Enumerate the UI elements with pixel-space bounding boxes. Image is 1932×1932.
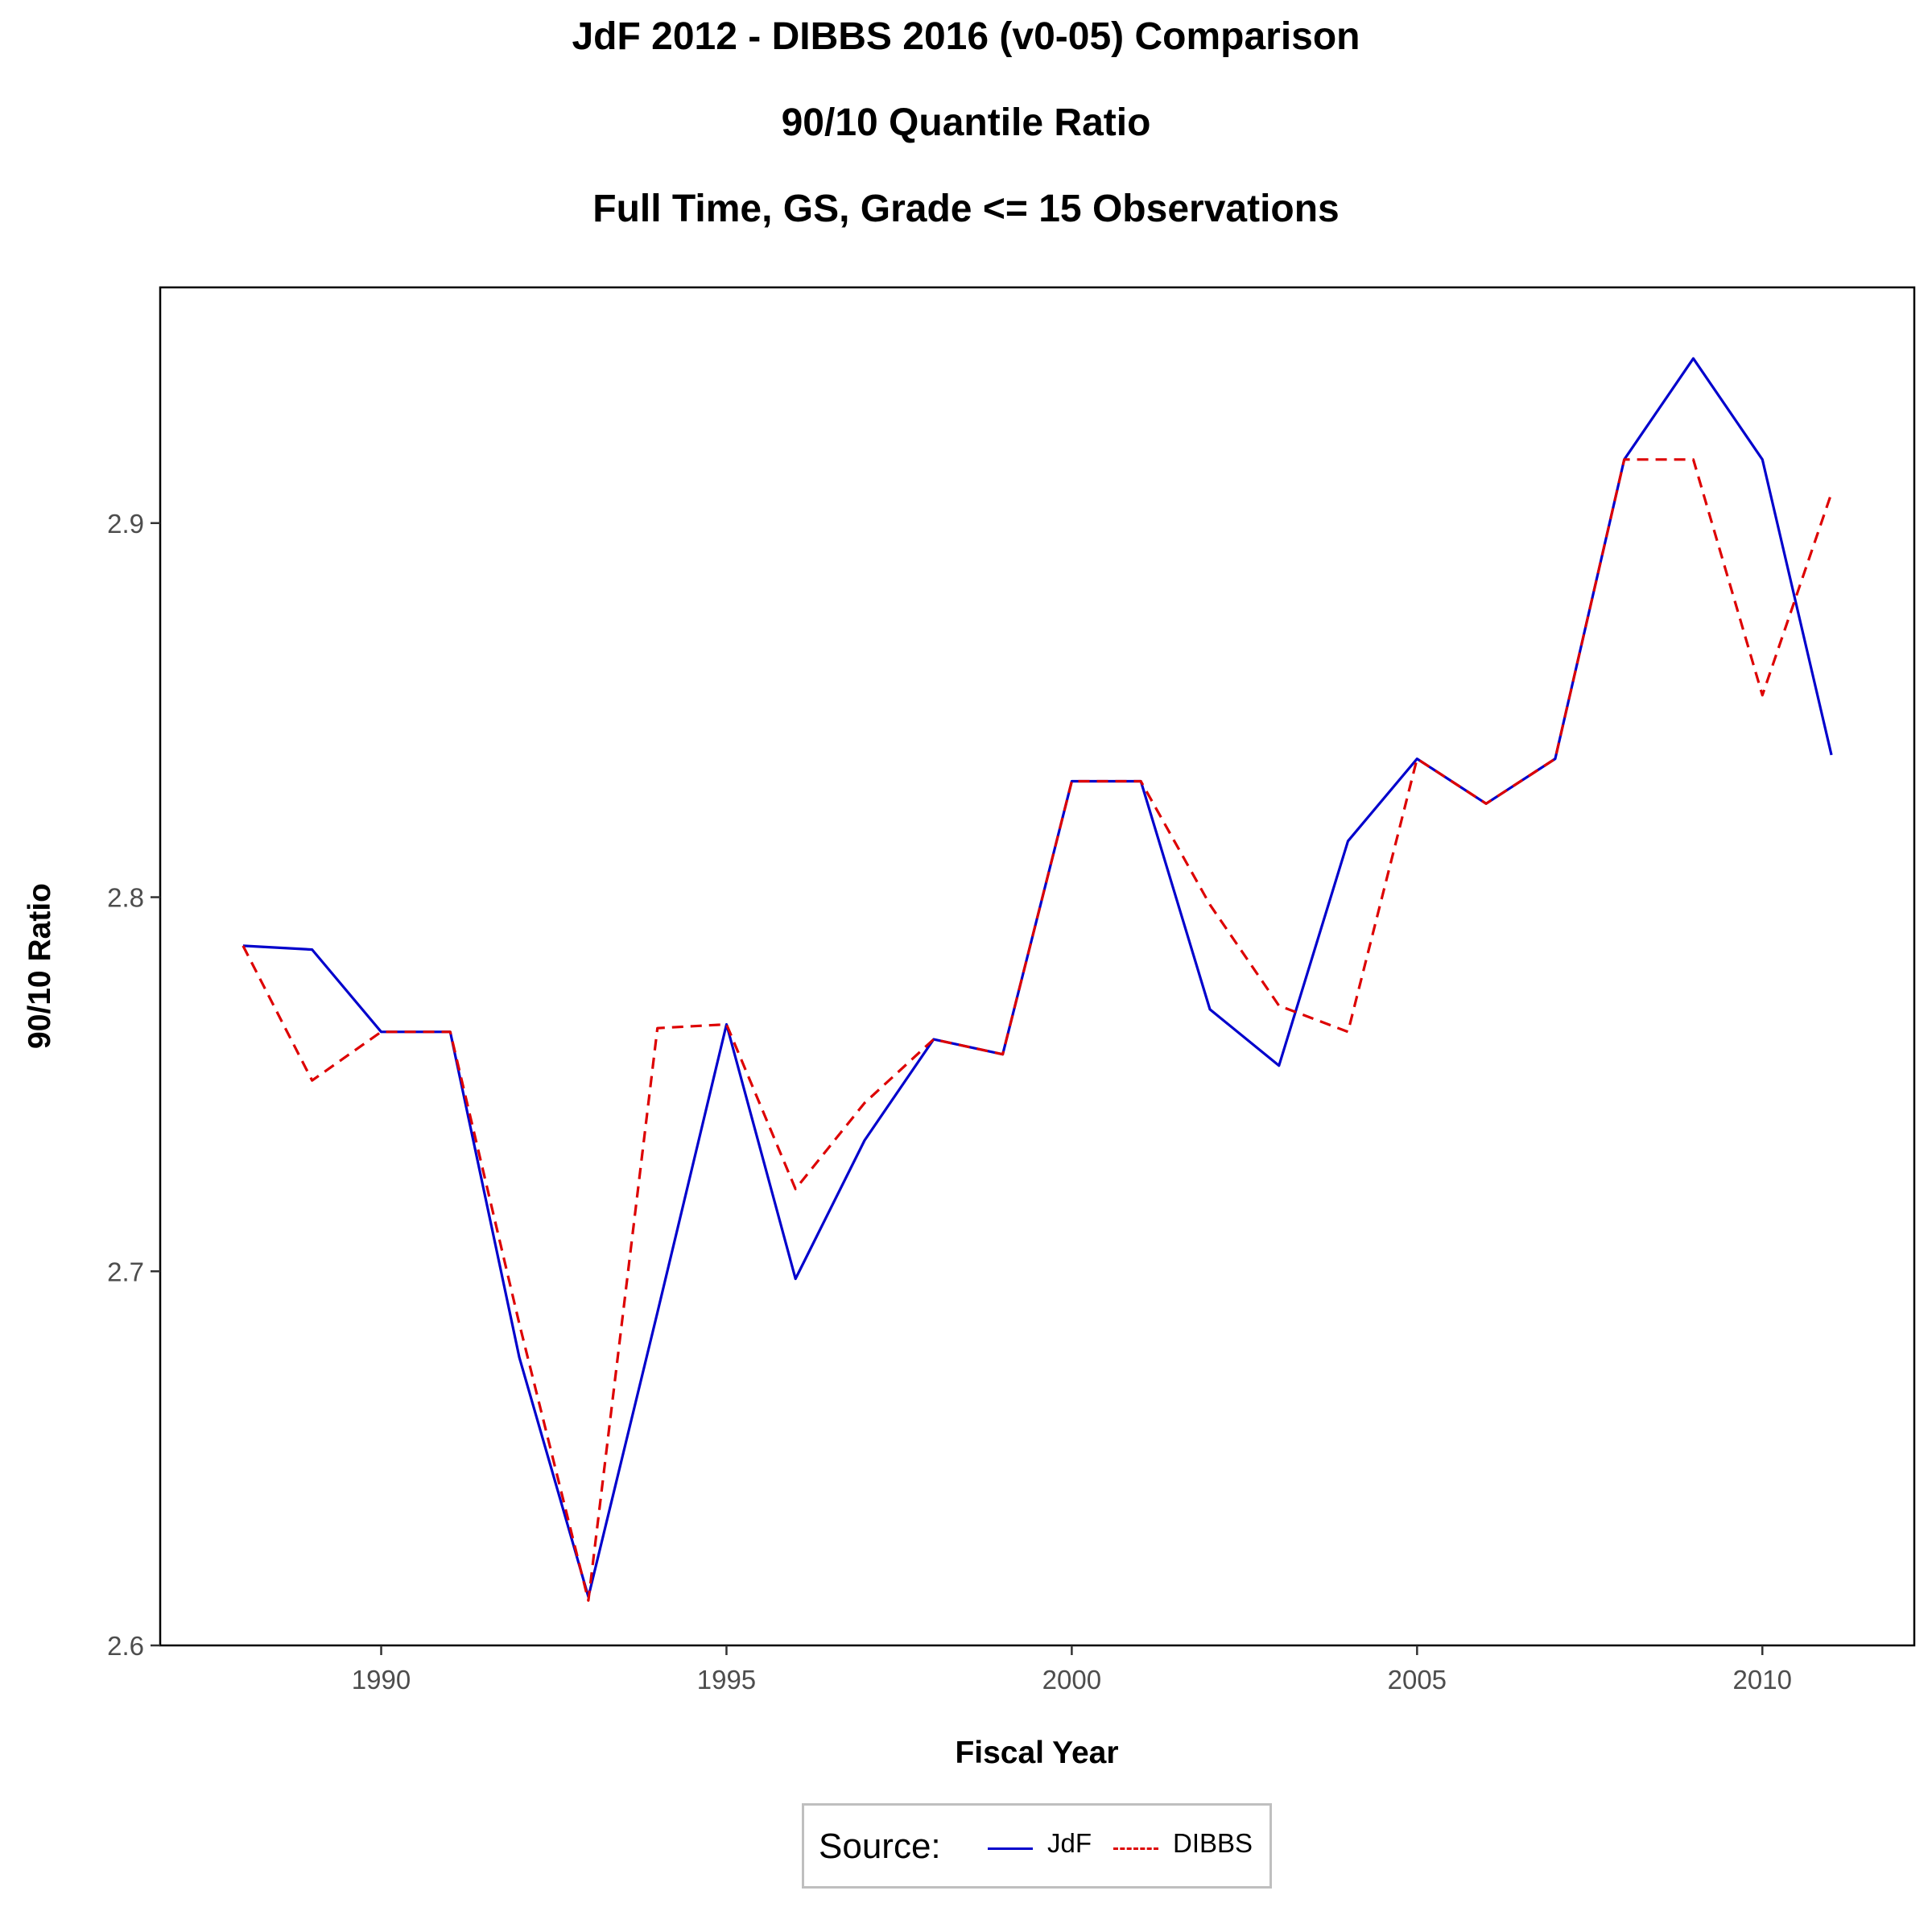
y-tick-label-2-9: 2.9 [107, 509, 144, 539]
x-tick-label-2000: 2000 [1042, 1665, 1101, 1695]
x-axis: 1990 1995 2000 2005 2010 [352, 1645, 1792, 1695]
y-tick-label-2-7: 2.7 [107, 1257, 144, 1286]
x-axis-title: Fiscal Year [955, 1736, 1118, 1770]
x-tick-label-1990: 1990 [352, 1665, 411, 1695]
chart-subtitle-2: Full Time, GS, Grade <= 15 Observations [592, 188, 1340, 230]
chart-title: JdF 2012 - DIBBS 2016 (v0-05) Comparison [572, 15, 1360, 58]
x-tick-label-1995: 1995 [697, 1665, 756, 1695]
y-axis-title: 90/10 Ratio [23, 883, 57, 1049]
plot-panel-border [159, 286, 1916, 1647]
y-tick-label-2-6: 2.6 [107, 1631, 144, 1661]
legend-label-dibbs: DIBBS [1173, 1828, 1253, 1858]
x-tick-label-2005: 2005 [1388, 1665, 1447, 1695]
y-axis: 2.6 2.7 2.8 2.9 [107, 509, 160, 1661]
series-line-dibbs [242, 458, 1833, 1602]
legend: Source: JdF DIBBS [802, 1803, 1272, 1889]
y-tick-label-2-8: 2.8 [107, 883, 144, 913]
chart-subtitle: 90/10 Quantile Ratio [781, 101, 1151, 144]
legend-title: Source: [819, 1827, 941, 1866]
x-tick-label-2010: 2010 [1733, 1665, 1792, 1695]
legend-label-jdf: JdF [1047, 1828, 1092, 1858]
legend-key-dibbs [1113, 1847, 1158, 1850]
legend-key-jdf [988, 1847, 1033, 1850]
series-line-jdf [242, 357, 1833, 1599]
series-layer [242, 357, 1833, 1602]
